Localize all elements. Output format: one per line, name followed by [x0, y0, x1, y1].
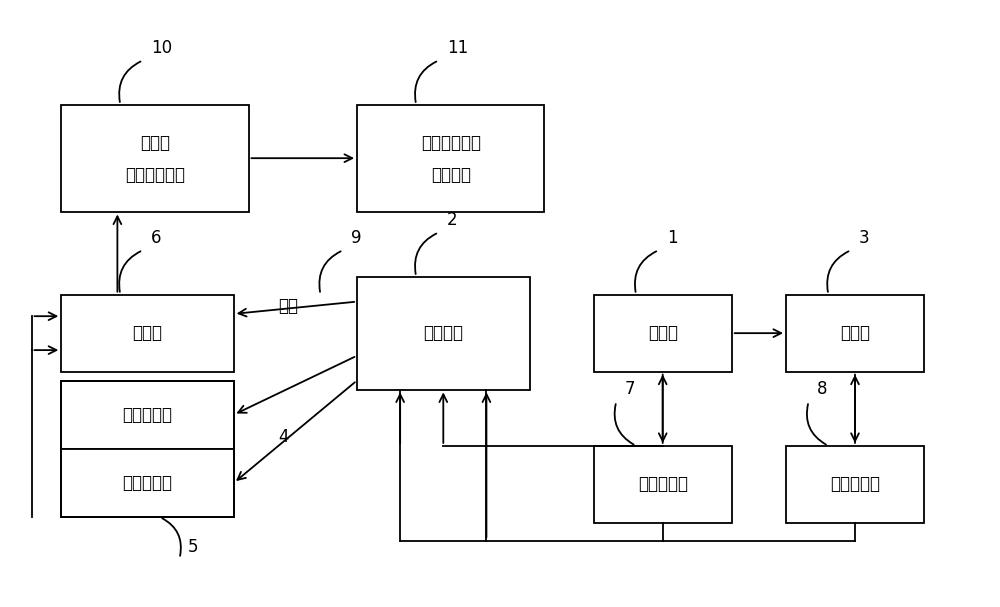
Text: 8: 8 [817, 381, 827, 398]
Text: 显示屏: 显示屏 [132, 324, 162, 342]
Bar [357, 105, 544, 212]
Text: 总线: 总线 [278, 297, 298, 316]
Text: 10: 10 [151, 39, 172, 57]
Text: 6: 6 [151, 229, 161, 247]
Bar [61, 449, 234, 517]
Text: 11: 11 [447, 39, 468, 57]
Text: 7: 7 [624, 381, 635, 398]
Text: 9: 9 [351, 229, 362, 247]
Bar [61, 105, 249, 212]
Text: 5: 5 [187, 538, 198, 555]
Bar [61, 381, 234, 449]
Text: 电压传感器: 电压传感器 [830, 475, 880, 493]
Bar [594, 294, 732, 371]
Text: 3: 3 [859, 229, 870, 247]
Text: 主控制器: 主控制器 [423, 324, 463, 342]
Bar [594, 446, 732, 523]
Text: （手机）: （手机） [431, 166, 471, 184]
Bar [786, 446, 924, 523]
Text: 蓄电池: 蓄电池 [840, 324, 870, 342]
Bar [786, 294, 924, 371]
Text: 第一计时器: 第一计时器 [122, 405, 172, 424]
Text: 1: 1 [667, 229, 677, 247]
Text: 信号接收终端: 信号接收终端 [421, 134, 481, 152]
Text: 第二计时器: 第二计时器 [122, 474, 172, 492]
Bar [61, 294, 234, 371]
Text: 2: 2 [447, 211, 457, 229]
Text: （控制中心）: （控制中心） [125, 166, 185, 184]
Text: 发动机: 发动机 [648, 324, 678, 342]
Text: 监控器: 监控器 [140, 134, 170, 152]
Text: 4: 4 [278, 428, 289, 446]
Text: 转速传感器: 转速传感器 [638, 475, 688, 493]
Bar [61, 381, 234, 517]
Bar [357, 277, 530, 390]
